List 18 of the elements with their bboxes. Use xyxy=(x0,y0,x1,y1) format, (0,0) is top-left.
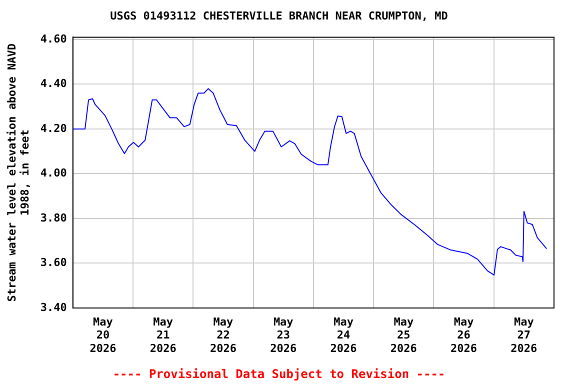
x-tick-label: May 25 2026 xyxy=(390,315,418,355)
x-tick-label: May 27 2026 xyxy=(510,315,538,355)
x-tick-label: May 23 2026 xyxy=(270,315,297,355)
y-tick-label: 4.60 xyxy=(40,32,67,46)
y-axis-title: Stream water level elevation above NAVD 1988, in feet xyxy=(5,43,32,302)
x-tick-label: May 20 2026 xyxy=(90,315,117,355)
x-tick-label: May 24 2026 xyxy=(330,315,358,355)
y-tick-label: 3.60 xyxy=(40,256,67,270)
x-tick-label: May 22 2026 xyxy=(210,315,237,355)
y-tick-label: 3.40 xyxy=(40,300,67,314)
y-tick-label: 4.20 xyxy=(40,122,67,135)
y-tick-label: 4.40 xyxy=(40,77,67,90)
chart-title: USGS 01493112 CHESTERVILLE BRANCH NEAR CRUMPTON, MD xyxy=(110,9,448,22)
y-tick-label: 3.80 xyxy=(40,211,67,224)
text: ---- Provisional Data Subject to Revision ---- xyxy=(112,366,446,381)
y-tick-label: 4.00 xyxy=(40,166,67,180)
x-tick-label: May 26 2026 xyxy=(450,315,478,355)
x-tick-label: May 21 2026 xyxy=(150,315,177,355)
